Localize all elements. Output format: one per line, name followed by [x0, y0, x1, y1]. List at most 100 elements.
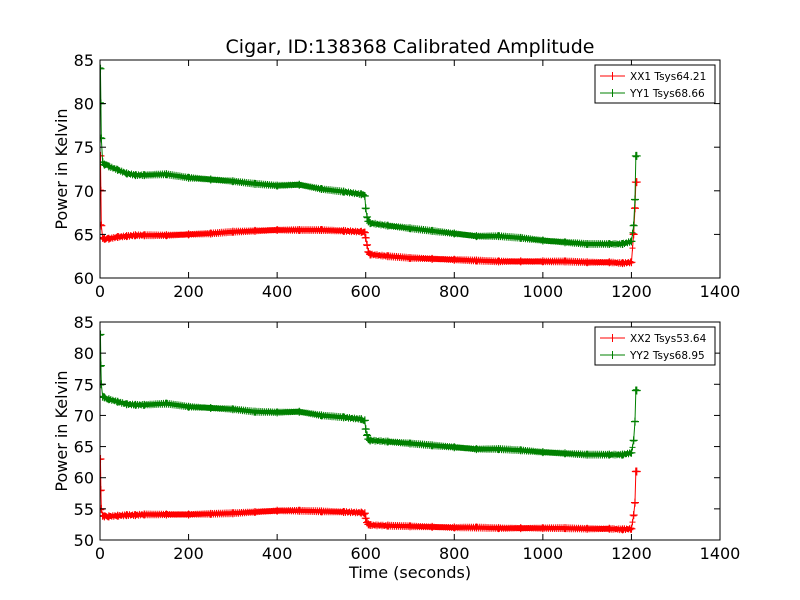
- y-tick-label: 55: [74, 500, 94, 519]
- data-point: [450, 443, 459, 452]
- y-tick-label: 65: [74, 225, 94, 244]
- data-point: [206, 403, 215, 412]
- data-point: [629, 436, 638, 445]
- data-point: [516, 233, 525, 242]
- data-point: [113, 233, 122, 242]
- data-point: [131, 511, 140, 520]
- x-tick-label: 1000: [522, 544, 563, 563]
- data-point: [618, 450, 627, 459]
- x-tick-label: 200: [173, 544, 204, 563]
- data-point: [251, 507, 259, 516]
- x-axis-label: Time (seconds): [348, 563, 471, 582]
- y-tick-label: 80: [74, 95, 94, 114]
- data-point: [317, 411, 326, 420]
- data-point: [428, 522, 437, 531]
- data-point: [627, 524, 636, 533]
- y-tick-label: 60: [74, 469, 94, 488]
- data-point: [632, 151, 641, 160]
- data-point: [361, 233, 370, 242]
- data-point: [366, 250, 375, 259]
- x-tick-label: 0: [95, 282, 105, 301]
- legend-marker: [608, 89, 617, 97]
- data-point: [100, 392, 107, 401]
- data-point: [100, 233, 107, 242]
- chart-panels: 0 200 400 600 800 1000 1200 1400606570758085Pow…: [52, 51, 740, 582]
- data-point: [618, 259, 627, 268]
- data-point: [516, 446, 525, 455]
- data-point: [100, 393, 109, 402]
- data-point: [406, 439, 414, 448]
- data-point: [383, 521, 392, 530]
- y-tick-label: 70: [74, 182, 94, 201]
- data-point: [364, 435, 373, 444]
- x-tick-label: 600: [350, 282, 381, 301]
- data-point: [516, 257, 525, 266]
- data-point: [317, 507, 326, 516]
- data-point: [632, 467, 641, 476]
- data-point: [472, 232, 481, 241]
- data-point: [538, 257, 547, 266]
- y-axis-label: Power in Kelvin: [52, 108, 71, 229]
- data-point: [605, 524, 614, 533]
- data-point: [632, 386, 641, 395]
- data-point: [228, 405, 237, 414]
- x-tick-label: 0: [95, 544, 105, 563]
- data-point: [450, 523, 459, 532]
- data-point: [629, 230, 638, 239]
- data-point: [113, 397, 122, 406]
- x-tick-label: 800: [439, 282, 470, 301]
- series-2-2: [100, 330, 641, 459]
- series-2-1: [100, 455, 641, 534]
- data-point: [363, 240, 372, 249]
- data-point: [383, 221, 392, 230]
- data-point: [363, 212, 372, 221]
- data-point: [472, 445, 481, 454]
- data-point: [295, 506, 304, 515]
- x-tick-label: 800: [439, 544, 470, 563]
- data-point: [140, 510, 149, 519]
- data-point: [494, 232, 503, 241]
- data-point: [140, 171, 149, 180]
- data-point: [627, 258, 636, 267]
- data-point: [361, 425, 370, 434]
- chart-panel-1: 0 200 400 600 800 1000 1200 1400 60 65 70 75 80 85 Pow…: [52, 51, 740, 301]
- data-point: [104, 512, 113, 521]
- data-point: [583, 524, 592, 533]
- data-point: [122, 169, 131, 178]
- data-point: [630, 498, 639, 507]
- data-point: [184, 230, 193, 239]
- data-point: [428, 441, 437, 450]
- data-point: [618, 525, 627, 534]
- y-tick-label: 85: [74, 51, 94, 70]
- x-tick-label: 400: [262, 544, 293, 563]
- chart-panel-2: 0 200 400 600 800 1000 1200 1400 50 55 60 65 70 75 80 8…: [52, 313, 740, 582]
- legend-label: YY1 Tsys68.66: [629, 88, 705, 100]
- data-point: [100, 361, 105, 370]
- data-point: [366, 219, 375, 228]
- data-point: [627, 448, 636, 457]
- x-tick-label: 400: [262, 282, 293, 301]
- legend: XX2 Tsys53.64 YY2 Tsys68.95: [594, 326, 716, 366]
- data-point: [629, 221, 638, 230]
- data-point: [131, 231, 140, 240]
- x-tick-label: 1400: [700, 282, 741, 301]
- data-point: [406, 224, 414, 233]
- data-point: [360, 192, 369, 201]
- x-tick-label: 1200: [611, 282, 652, 301]
- x-tick-label: 200: [173, 282, 204, 301]
- data-point: [251, 179, 259, 188]
- data-point: [406, 522, 414, 531]
- data-point: [295, 407, 304, 416]
- data-point: [162, 231, 171, 240]
- data-point: [583, 258, 592, 267]
- data-point: [251, 226, 259, 235]
- data-point: [100, 134, 106, 143]
- data-point: [273, 408, 282, 417]
- y-tick-label: 85: [74, 313, 94, 332]
- data-point: [360, 228, 369, 237]
- data-point: [360, 416, 369, 425]
- data-point: [583, 239, 592, 248]
- y-tick-label: 70: [74, 406, 94, 425]
- y-tick-label: 65: [74, 438, 94, 457]
- x-tick-label: 600: [350, 544, 381, 563]
